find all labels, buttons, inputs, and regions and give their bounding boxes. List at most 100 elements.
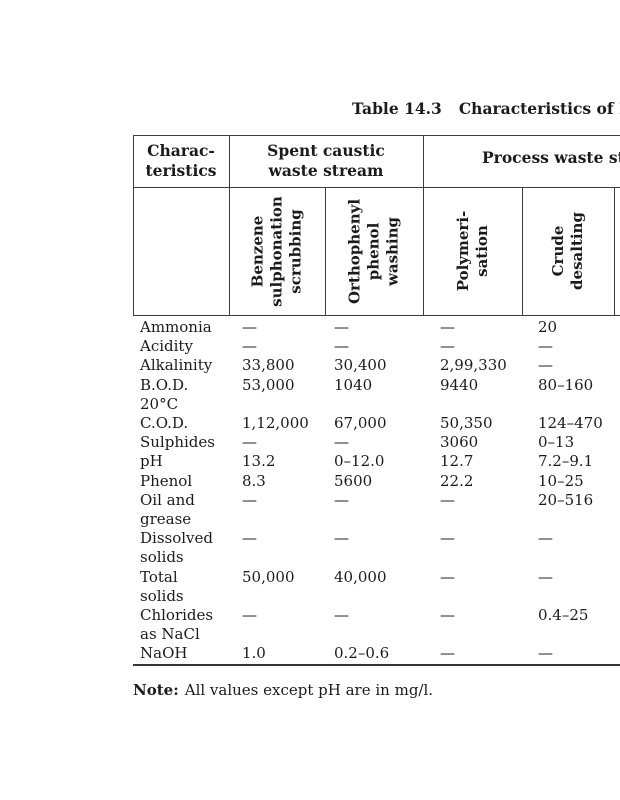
cell-value-orthophenyl-washing: 0.2–0.6 [334,644,390,663]
cell-value-crude-desalting: — [538,356,553,375]
table-row: Chlorides as NaCl — — — 0.4–25 [133,606,620,644]
table-caption-title: Characteristics of I [458,99,620,118]
header-cell-spent-caustic-group: Spent caustic waste stream [267,141,385,180]
cell-value-benzene-sulphonation: 53,000 [242,375,295,394]
table-row: Sulphides — — 3060 0–13 [133,433,620,452]
table-border-bottom [133,664,620,666]
cell-value-benzene-sulphonation: — [242,433,257,452]
cell-value-polymerisation: — [440,606,455,625]
table-divider-col2 [325,187,326,315]
cell-value-crude-desalting: — [538,529,553,548]
cell-value-orthophenyl-washing: — [334,529,349,548]
cell-value-benzene-sulphonation: 1.0 [242,644,266,663]
column-header-polymerisation: Polymeri- sation [423,187,522,315]
table-footnote: Note: All values except pH are in mg/l. [133,681,433,699]
table-border-top [133,135,620,136]
table-divider-group [423,135,424,316]
table-row: B.O.D. 20°C 53,000 1040 9440 80–160 [133,376,620,414]
row-label: Oil and grease [140,490,195,529]
cell-value-polymerisation: — [440,644,455,663]
cell-value-polymerisation: — [440,318,455,336]
row-label: Dissolved solids [140,529,214,567]
cell-value-benzene-sulphonation: — [242,529,257,548]
table-row: Total solids 50,000 40,000 — — [133,568,620,606]
table-border-left [133,135,134,316]
cell-value-crude-desalting: 0–13 [538,433,575,452]
rotated-label: Orthophenyl phenol washing [345,198,402,304]
table-border-header-mid [133,187,620,188]
cell-value-crude-desalting: — [538,567,553,586]
header-cell-characteristics: Charac- teristics [145,141,217,180]
cell-value-benzene-sulphonation: — [242,318,257,336]
cell-value-crude-desalting: 124–470 [538,414,603,433]
cell-value-crude-desalting: 10–25 [538,471,584,490]
table-row: C.O.D. 1,12,000 67,000 50,350 124–470 [133,414,620,433]
cell-value-benzene-sulphonation: 1,12,000 [242,414,309,433]
table-caption: Table 14.3 Characteristics of I [352,99,620,118]
cell-value-crude-desalting: 80–160 [538,375,594,394]
footnote-text: All values except pH are in mg/l. [184,681,434,699]
cell-value-polymerisation: 22.2 [440,471,474,490]
cell-value-benzene-sulphonation: 8.3 [242,471,266,490]
table-row: Oil and grease — — — 20–516 [133,491,620,529]
table-divider-col4 [522,187,523,315]
table-row: Ammonia — — — 20 [133,318,620,337]
rotated-label: Crude desalting [549,212,586,290]
rotated-label: Polymeri- sation [453,210,491,292]
cell-value-orthophenyl-washing: — [334,337,349,356]
row-label: Sulphides [140,433,215,452]
header-cell-process-waste-group: Process waste st [482,148,620,167]
row-label: Alkalinity [140,356,213,375]
rotated-label: Benzene sulphonation scrubbing [248,195,305,307]
row-label: Total solids [140,567,184,605]
cell-value-crude-desalting: 20–516 [538,490,594,509]
cell-value-orthophenyl-washing: — [334,606,349,625]
cell-value-polymerisation: 50,350 [440,414,493,433]
table-row: Acidity — — — — [133,337,620,356]
table-row: Dissolved solids — — — — [133,529,620,567]
cell-value-polymerisation: 9440 [440,375,479,394]
table-divider-col1 [229,135,230,316]
cell-value-benzene-sulphonation: 13.2 [242,452,276,471]
cell-value-benzene-sulphonation: 33,800 [242,356,295,375]
table-row: pH 13.2 0–12.0 12.7 7.2–9.1 [133,452,620,471]
cell-value-polymerisation: 12.7 [440,452,474,471]
row-label: C.O.D. [140,414,189,433]
row-label: Phenol [140,471,193,490]
cell-value-polymerisation: — [440,529,455,548]
cell-value-polymerisation: — [440,490,455,509]
row-label: Acidity [140,337,193,356]
cell-value-crude-desalting: — [538,337,553,356]
column-header-crude-desalting: Crude desalting [522,187,614,315]
cell-value-benzene-sulphonation: 50,000 [242,567,295,586]
cell-value-orthophenyl-washing: — [334,433,349,452]
cell-value-crude-desalting: — [538,644,553,663]
cell-value-benzene-sulphonation: — [242,337,257,356]
cell-value-crude-desalting: 7.2–9.1 [538,452,594,471]
cell-value-polymerisation: 2,99,330 [440,356,507,375]
table-row: Alkalinity 33,800 30,400 2,99,330 — [133,356,620,375]
row-label: NaOH [140,644,188,663]
cell-value-orthophenyl-washing: 1040 [334,375,373,394]
cell-value-benzene-sulphonation: — [242,606,257,625]
cell-value-orthophenyl-washing: 0–12.0 [334,452,385,471]
column-header-orthophenyl-phenol-washing: Orthophenyl phenol washing [325,187,423,315]
table-row: NaOH 1.0 0.2–0.6 — — [133,644,620,663]
table-row: Phenol 8.3 5600 22.2 10–25 [133,472,620,491]
cell-value-orthophenyl-washing: — [334,490,349,509]
table-caption-number: Table 14.3 [352,99,442,118]
table-divider-col5 [614,187,615,315]
cell-value-polymerisation: 3060 [440,433,479,452]
table-body: Ammonia — — — 20 Acidity — — — — Alkalin… [133,318,620,664]
cell-value-orthophenyl-washing: 67,000 [334,414,387,433]
cell-value-benzene-sulphonation: — [242,490,257,509]
cell-value-orthophenyl-washing: 5600 [334,471,373,490]
row-label: Ammonia [140,318,212,336]
cell-value-polymerisation: — [440,567,455,586]
row-label: Chlorides as NaCl [140,606,214,644]
row-label: B.O.D. 20°C [140,375,189,413]
column-header-benzene-sulphonation-scrubbing: Benzene sulphonation scrubbing [229,187,325,315]
cell-value-crude-desalting: 0.4–25 [538,606,589,625]
cell-value-polymerisation: — [440,337,455,356]
